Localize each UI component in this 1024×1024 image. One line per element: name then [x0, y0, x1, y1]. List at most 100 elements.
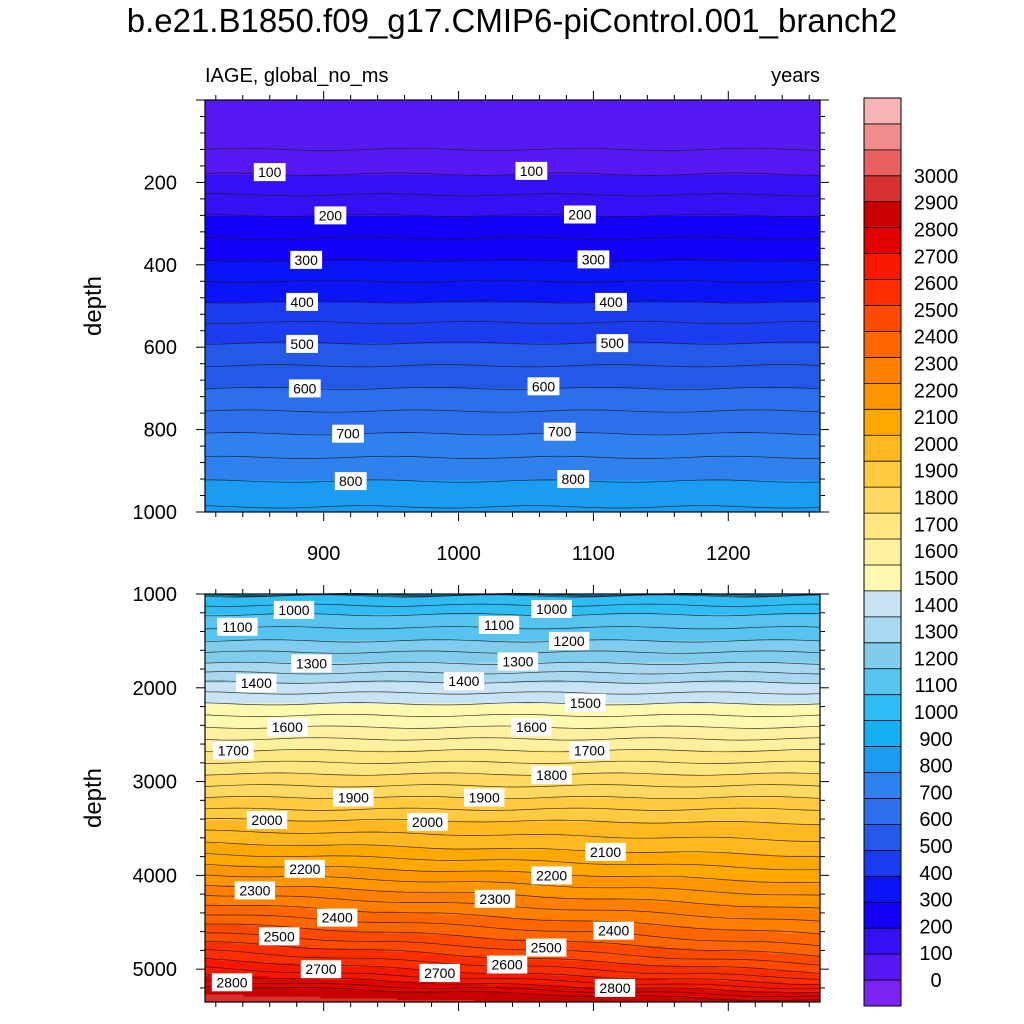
colorbar-swatch	[864, 201, 901, 229]
contour-label-800: 800	[339, 473, 363, 489]
contour-line-1700	[204, 749, 820, 753]
contour-line-350	[204, 279, 821, 283]
contour-label-box	[236, 674, 277, 693]
colorbar-label-2100: 2100	[914, 407, 959, 429]
colorbar-swatch	[864, 253, 901, 281]
contour-label-2200: 2200	[536, 867, 567, 883]
contour-label-300: 300	[582, 251, 606, 267]
contour-label-box	[211, 973, 253, 992]
contour-line-1450	[204, 691, 821, 695]
colorbar: 0 100 200 300 400 500 600 700 800 900 1000 1100 1200…	[863, 97, 959, 1007]
contour-label-2500: 2500	[531, 940, 562, 956]
contour-line-2450	[204, 914, 821, 947]
colorbar-swatch	[864, 175, 901, 203]
colorbar-swatch	[864, 824, 901, 851]
contour-line-550	[204, 364, 821, 368]
colorbar-label-800: 800	[919, 756, 952, 778]
contour-line-1350	[204, 671, 821, 675]
contour-label-2500: 2500	[264, 928, 295, 944]
y-tick-label-400: 400	[144, 255, 177, 277]
contour-label-box	[286, 334, 318, 353]
contour-line-2150	[204, 853, 821, 871]
contour-label-500: 500	[601, 335, 625, 351]
y-tick-label-4000: 4000	[133, 865, 178, 887]
contour-label-box	[595, 292, 627, 311]
colorbar-label-2400: 2400	[914, 327, 959, 349]
colorbar-label-2000: 2000	[914, 434, 959, 456]
colorbar-swatch	[864, 435, 901, 462]
contour-line-2000	[204, 818, 821, 825]
contour-label-box	[290, 250, 323, 269]
contour-line-1550	[204, 713, 821, 717]
colorbar-swatch	[864, 98, 901, 125]
contour-line-2550	[204, 932, 821, 966]
contour-label-box	[443, 672, 485, 691]
colorbar-label-1800: 1800	[914, 488, 959, 510]
colorbar-label-200: 200	[919, 916, 952, 938]
colorbar-swatch	[864, 357, 901, 384]
contour-line-2500	[205, 923, 821, 957]
colorbar-swatch	[864, 513, 901, 540]
contour-label-box	[291, 654, 332, 673]
contour-label-2100: 2100	[590, 844, 621, 860]
contour-line-1200	[204, 639, 821, 643]
contour-line-1850	[204, 784, 821, 788]
y-tick-label-1000: 1000	[133, 502, 178, 524]
chart-title: b.e21.B1850.f09_g17.CMIP6-piControl.001_…	[0, 2, 1024, 40]
x-tick-label-1000: 1000	[436, 543, 481, 565]
contour-label-2400: 2400	[598, 923, 629, 939]
contour-label-1700: 1700	[218, 743, 249, 759]
contour-label-box	[464, 788, 505, 807]
contour-fill-lower	[205, 594, 821, 1003]
contour-label-700: 700	[336, 426, 360, 442]
y-tick-label-800: 800	[144, 420, 177, 442]
contour-label-box	[531, 866, 572, 885]
contour-label-box	[407, 812, 448, 831]
contour-line-1400	[204, 680, 821, 684]
contour-label-box	[246, 811, 288, 829]
y-tick-label-5000: 5000	[133, 959, 178, 981]
colorbar-swatch	[864, 902, 901, 929]
colorbar-swatch	[864, 590, 901, 618]
contour-label-box	[286, 292, 318, 311]
contour-label-box	[486, 955, 528, 974]
contour-label-600: 600	[532, 378, 556, 394]
contour-line-150	[205, 193, 821, 197]
colorbar-swatch	[864, 642, 901, 670]
colorbar-label-1000: 1000	[914, 702, 959, 724]
contour-line-200	[204, 213, 821, 217]
y-tick-label-200: 200	[144, 172, 177, 194]
colorbar-label-1600: 1600	[914, 541, 959, 563]
contour-label-box	[314, 206, 347, 225]
x-tick-label-1200: 1200	[706, 543, 751, 565]
contour-label-box	[288, 379, 321, 398]
y-tick-label-3000: 3000	[133, 772, 178, 794]
colorbar-swatch	[864, 928, 901, 955]
contour-label-box	[548, 631, 590, 650]
contour-label-1100: 1100	[222, 619, 252, 635]
colorbar-label-1200: 1200	[914, 648, 959, 670]
contour-label-2800: 2800	[599, 980, 630, 996]
colorbar-label-3000: 3000	[914, 166, 959, 188]
contour-label-box	[585, 842, 626, 861]
contour-label-1600: 1600	[516, 719, 547, 735]
contour-label-2000: 2000	[412, 814, 443, 830]
contour-label-1000: 1000	[536, 601, 567, 617]
y-tick-label-1000: 1000	[133, 584, 178, 606]
contour-line-850	[204, 505, 821, 509]
contour-label-2700: 2700	[424, 965, 455, 981]
colorbar-label-2700: 2700	[914, 246, 959, 268]
contour-line-1500	[204, 702, 821, 706]
colorbar-label-2900: 2900	[914, 193, 959, 215]
contour-line-2900	[204, 986, 820, 1001]
contour-label-box	[300, 960, 342, 979]
contour-label-box	[213, 741, 254, 760]
contour-labels-lower: 1000 1000 1100 1100 1200 1300 1300 1400 1400 1500…	[211, 600, 636, 997]
contour-label-box	[217, 617, 258, 636]
contour-label-2300: 2300	[479, 891, 510, 907]
contour-label-800: 800	[562, 471, 586, 487]
contour-label-100: 100	[520, 163, 544, 179]
x-tick-label-1100: 1100	[572, 543, 615, 565]
contour-line-800	[204, 479, 821, 483]
